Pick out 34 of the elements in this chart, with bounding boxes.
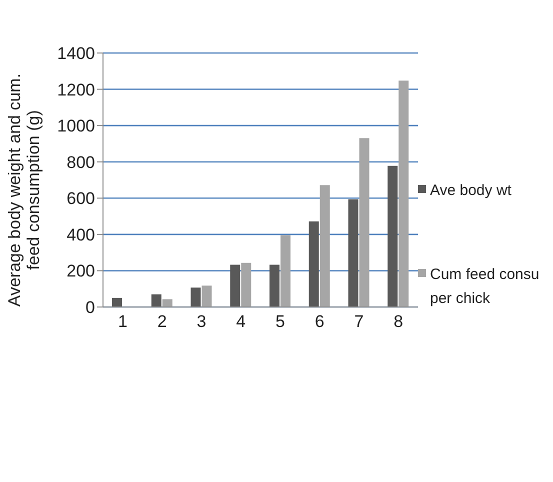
x-tick-label: 8 — [394, 312, 404, 332]
x-tick-label: 4 — [236, 312, 246, 332]
bar — [202, 286, 212, 307]
y-tick-label: 0 — [86, 298, 95, 318]
bar — [241, 262, 252, 307]
x-tick-label: 6 — [314, 312, 324, 332]
bar — [280, 235, 290, 307]
bar — [320, 185, 330, 307]
y-axis-title: Average body weight and cum. feed consumption (g) — [5, 73, 43, 307]
bar — [162, 299, 172, 307]
bar — [151, 294, 162, 307]
x-tick-label: 7 — [354, 312, 364, 332]
y-tick-label: 1200 — [57, 80, 95, 100]
bar — [388, 166, 398, 307]
y-tick-label: 400 — [66, 225, 95, 244]
y-tick-label: 1400 — [57, 44, 95, 64]
x-tick-label: 5 — [275, 312, 285, 332]
bar — [190, 288, 201, 307]
bar — [308, 221, 319, 307]
bar — [270, 264, 280, 307]
legend-label: Cum feed consu per chick — [430, 265, 540, 309]
y-tick-label: 800 — [66, 152, 95, 172]
x-tick-label: 1 — [118, 312, 128, 332]
y-tick-label: 1000 — [57, 116, 95, 136]
y-tick-label: 200 — [66, 262, 95, 281]
legend-label: Ave body wt — [430, 181, 512, 201]
bar — [398, 80, 409, 307]
x-tick-label: 3 — [196, 312, 206, 332]
bar — [359, 138, 370, 307]
bar — [112, 298, 122, 307]
bar — [230, 264, 240, 307]
y-tick-label: 600 — [66, 189, 95, 208]
bar — [348, 199, 358, 307]
x-tick-label: 2 — [157, 312, 167, 332]
